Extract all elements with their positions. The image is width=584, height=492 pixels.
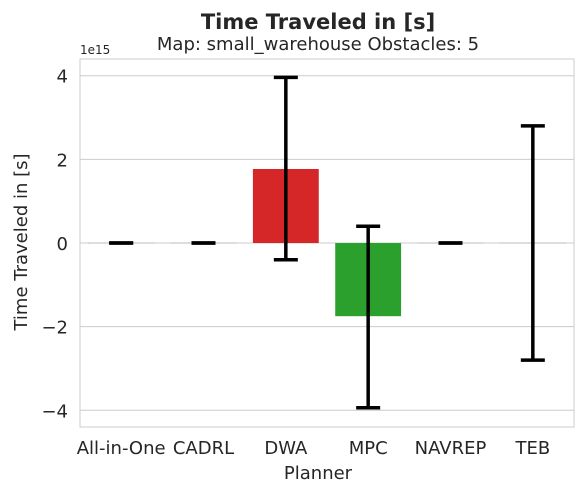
y-tick-label: 2 [57, 150, 68, 171]
x-axis-label: Planner [284, 463, 353, 484]
plot-frame [79, 58, 575, 428]
plot-area: −4 −2 0 2 4 All-in-One CADRL DWA MPC NAVREP TEB [41, 58, 575, 459]
y-tick-label: −2 [41, 318, 68, 339]
y-tick-label: 4 [57, 67, 68, 88]
y-axis-label: Time Traveled in [s] [11, 153, 32, 331]
x-tick-label: All-in-One [77, 438, 166, 459]
chart-subtitle: Map: small_warehouse Obstacles: 5 [157, 34, 479, 55]
x-tick-label: CADRL [173, 438, 234, 459]
x-tick-label: NAVREP [415, 438, 487, 459]
y-offset-label: 1e15 [80, 43, 110, 57]
y-tick-label: 0 [57, 234, 68, 255]
x-tick-label: DWA [264, 438, 308, 459]
x-tick-label: TEB [514, 438, 550, 459]
y-tick-label: −4 [41, 401, 68, 422]
x-tick-label: MPC [349, 438, 388, 459]
chart-title: Time Traveled in [s] [201, 10, 435, 34]
